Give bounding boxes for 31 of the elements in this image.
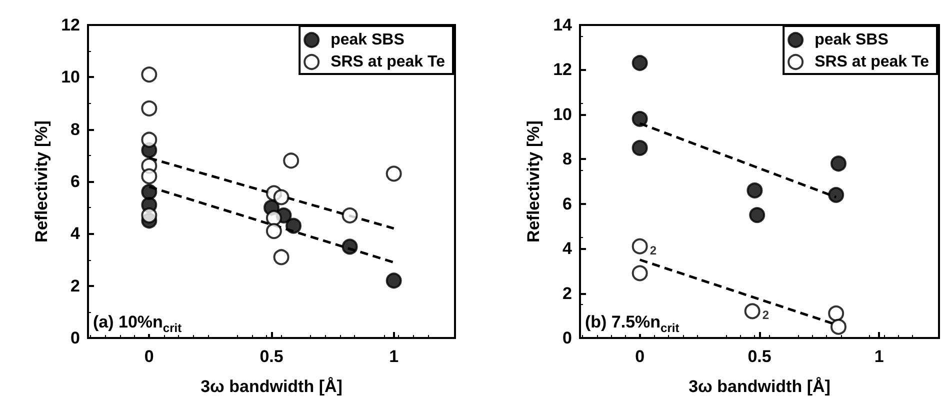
legend-label: SRS at peak Te — [330, 54, 446, 70]
y-tick-label: 12 — [61, 16, 80, 34]
x-tick-label: 0.5 — [260, 347, 284, 366]
y-tick-label: 0 — [70, 328, 80, 348]
x-tick-label: 1 — [389, 347, 399, 366]
y-tick-label: 12 — [553, 60, 572, 80]
legend-label: peak SBS — [814, 32, 889, 48]
x-axis-title: 3ω bandwidth [Å] — [200, 377, 342, 396]
y-axis-title: Reflectivity [%] — [32, 120, 51, 242]
x-tick-label: 0.5 — [748, 347, 772, 366]
legend-label: peak SBS — [330, 32, 405, 48]
y-tick-label: 8 — [562, 150, 572, 169]
y-tick-label: 8 — [70, 120, 80, 139]
y-tick-label: 0 — [562, 328, 572, 348]
x-tick-label: 0 — [144, 347, 154, 366]
x-axis-title: 3ω bandwidth [Å] — [688, 377, 830, 396]
y-tick-label: 10 — [61, 68, 80, 87]
y-tick-label: 2 — [70, 276, 80, 296]
y-tick-label: 2 — [562, 284, 572, 303]
y-tick-label: 6 — [70, 172, 80, 191]
annotation: 2 — [762, 308, 770, 322]
legend-label: SRS at peak Te — [814, 54, 930, 70]
y-tick-label: 14 — [553, 16, 573, 34]
y-axis-title: Reflectivity [%] — [524, 120, 543, 242]
y-tick-label: 6 — [562, 194, 572, 214]
x-tick-label: 1 — [874, 347, 884, 366]
y-tick-label: 4 — [562, 239, 573, 258]
y-tick-label: 10 — [553, 104, 572, 124]
x-tick-label: 0 — [635, 347, 645, 366]
annotation: 2 — [650, 243, 657, 258]
y-tick-label: 4 — [70, 224, 81, 244]
